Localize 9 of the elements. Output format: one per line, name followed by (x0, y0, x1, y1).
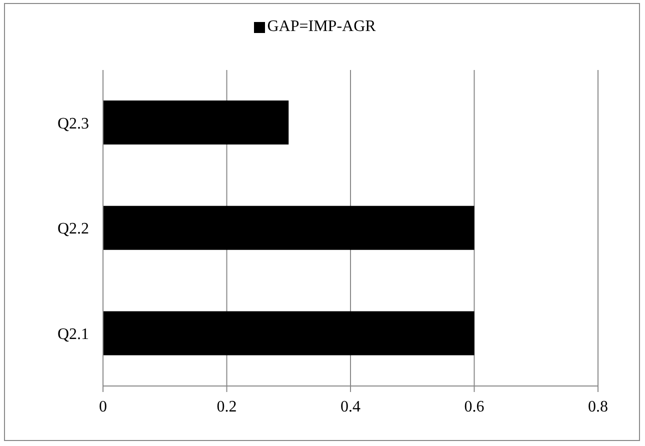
x-tick-label: 0 (99, 398, 107, 416)
y-tick-label: Q2.3 (57, 115, 89, 132)
y-tick-label: Q2.2 (57, 220, 89, 238)
x-tick-label: 0.4 (340, 398, 360, 416)
x-tick-label: 0.2 (216, 398, 237, 416)
x-tick-label: 0.8 (588, 398, 608, 416)
y-tick-label: Q2.1 (57, 326, 89, 344)
x-tick-label: 0.6 (464, 398, 484, 416)
legend-label: GAP=IMP-AGR (267, 18, 376, 36)
